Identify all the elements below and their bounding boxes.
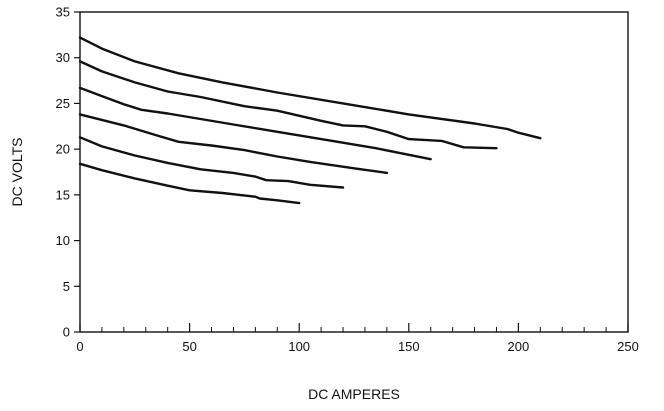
y-tick-label: 0 bbox=[63, 325, 70, 340]
x-tick-label: 0 bbox=[76, 339, 83, 354]
x-tick-label: 150 bbox=[398, 339, 420, 354]
x-tick-label: 250 bbox=[617, 339, 639, 354]
series-line-1 bbox=[78, 162, 301, 205]
y-tick-label: 30 bbox=[56, 50, 70, 65]
y-tick-label: 5 bbox=[63, 279, 70, 294]
x-tick-label: 100 bbox=[288, 339, 310, 354]
series-line-5 bbox=[78, 60, 498, 150]
x-tick-label: 200 bbox=[508, 339, 530, 354]
plot-frame bbox=[79, 11, 629, 333]
y-tick-label: 20 bbox=[56, 142, 70, 157]
y-tick-label: 15 bbox=[56, 187, 70, 202]
y-axis-ticks: 0 5 10 15 20 25 30 35 bbox=[56, 5, 80, 340]
series-layer bbox=[78, 36, 542, 205]
series-line-2 bbox=[78, 136, 345, 189]
x-axis-ticks: 0 50 100 150 200 250 bbox=[76, 323, 639, 354]
y-axis-title: DC VOLTS bbox=[9, 138, 25, 207]
x-axis-title: DC AMPERES bbox=[308, 386, 400, 402]
series-line-3 bbox=[78, 113, 389, 175]
series-line-6 bbox=[78, 36, 542, 140]
series-line-4 bbox=[78, 86, 432, 161]
y-tick-label: 25 bbox=[56, 96, 70, 111]
y-tick-label: 35 bbox=[56, 5, 70, 20]
x-tick-label: 50 bbox=[182, 339, 196, 354]
y-tick-label: 10 bbox=[56, 233, 70, 248]
